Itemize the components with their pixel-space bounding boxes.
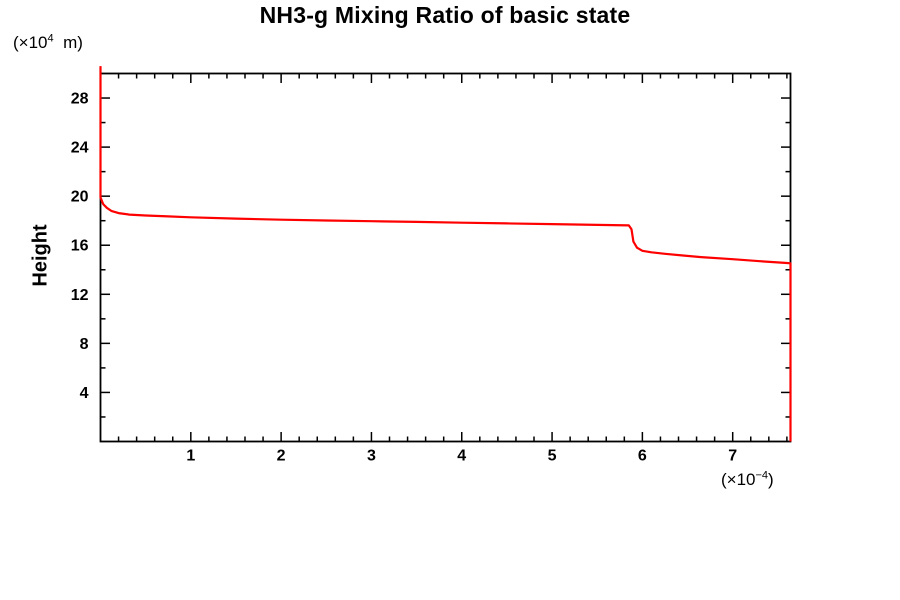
y-unit-prefix: (×10 — [13, 33, 48, 52]
y-unit-suffix: m) — [53, 33, 83, 52]
y-tick-label: 24 — [71, 140, 89, 157]
x-tick-label: 5 — [548, 448, 557, 465]
x-tick-label: 2 — [277, 448, 286, 465]
y-axis-unit-label: (×104 m) — [13, 33, 83, 53]
y-tick-label: 8 — [80, 336, 89, 353]
x-tick-label: 1 — [186, 448, 195, 465]
plot-frame — [99, 72, 792, 443]
y-tick-label: 28 — [71, 91, 89, 108]
x-tick-label: 7 — [728, 448, 737, 465]
y-tick-label: 20 — [71, 189, 89, 206]
x-unit-suffix: ) — [768, 470, 774, 489]
x-tick-label: 6 — [638, 448, 647, 465]
profile-curve — [99, 66, 792, 442]
x-unit-prefix: (×10 — [721, 470, 756, 489]
x-tick-label: 3 — [367, 448, 376, 465]
chart-title: NH3-g Mixing Ratio of basic state — [259, 2, 631, 28]
x-axis-unit-label: (×10−4) — [721, 470, 774, 490]
y-tick-label: 12 — [71, 287, 89, 304]
y-unit-exponent: 4 — [47, 32, 54, 45]
y-tick-label: 16 — [71, 238, 89, 255]
x-unit-exponent: −4 — [755, 469, 769, 482]
x-tick-label: 4 — [457, 448, 466, 465]
y-tick-label: 4 — [80, 385, 89, 402]
